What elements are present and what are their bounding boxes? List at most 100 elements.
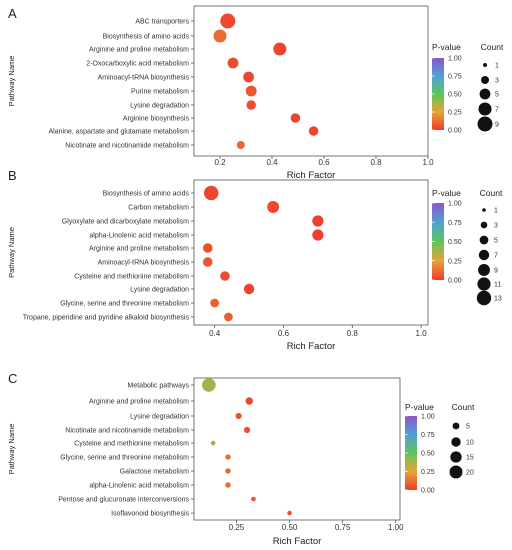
y-tick-label: Nicotinate and nicotinamide metabolism xyxy=(65,428,189,435)
color-legend-label: 0.25 xyxy=(421,469,435,476)
data-point xyxy=(246,100,256,110)
data-point xyxy=(225,468,231,474)
size-legend-label: 5 xyxy=(494,238,498,245)
x-tick-label: 1.0 xyxy=(416,329,428,338)
data-point xyxy=(202,243,213,253)
x-tick-label: 0.6 xyxy=(278,329,290,338)
size-legend-label: 3 xyxy=(495,78,499,85)
y-tick-label: Lysine degradation xyxy=(130,103,189,110)
size-legend-dot xyxy=(479,235,489,245)
y-tick-label: Arginine biosynthesis xyxy=(123,116,190,123)
y-tick-label: Isoflavonoid biosynthesis xyxy=(111,511,189,518)
y-tick-label: Purine metabolism xyxy=(131,89,189,96)
color-legend-label: 1.00 xyxy=(448,56,462,63)
data-point xyxy=(245,397,253,405)
size-legend-dot xyxy=(477,116,493,132)
color-legend-bar xyxy=(432,58,444,130)
panel-letter: B xyxy=(8,168,17,183)
x-axis-title: Rich Factor xyxy=(287,341,336,352)
data-point xyxy=(235,412,242,420)
y-tick-label: Lysine degradation xyxy=(130,287,189,294)
size-legend-label: 1 xyxy=(495,63,499,70)
y-tick-label: Metabolic pathways xyxy=(128,383,190,390)
size-legend-dot xyxy=(480,75,490,85)
size-legend-title: Count xyxy=(452,402,475,412)
y-tick-label: Pentose and glucuronate interconversions xyxy=(58,497,189,504)
y-tick-label: Aminoacyl-tRNA biosynthesis xyxy=(98,260,190,267)
size-legend-dot xyxy=(449,465,463,479)
data-point xyxy=(220,271,230,281)
size-legend-dot xyxy=(476,290,492,306)
x-tick-label: 0.75 xyxy=(335,523,351,532)
size-legend-label: 10 xyxy=(466,440,474,447)
x-axis-title: Rich Factor xyxy=(287,170,336,181)
color-legend-label: 0.75 xyxy=(448,220,462,227)
y-tick-label: Biosynthesis of amino acids xyxy=(103,34,190,41)
size-legend-dot xyxy=(477,277,491,291)
y-tick-label: Glycine, serine and threonine metabolism xyxy=(60,301,189,308)
y-axis-title: Pathway Name xyxy=(7,424,16,475)
color-legend-bar xyxy=(432,203,444,280)
y-tick-label: Tropane, piperidine and pyridine alkaloi… xyxy=(23,315,190,322)
data-point xyxy=(273,42,287,56)
size-legend-label: 15 xyxy=(466,455,474,462)
data-point xyxy=(308,126,319,136)
data-point xyxy=(202,257,213,267)
size-legend-dot xyxy=(452,422,460,430)
data-point xyxy=(225,482,231,488)
y-tick-label: Arginine and proline metabolism xyxy=(89,47,189,54)
color-legend-label: 0.25 xyxy=(448,110,462,117)
data-point xyxy=(287,510,292,516)
x-tick-label: 1.00 xyxy=(388,523,404,532)
x-tick-label: 0.8 xyxy=(370,158,382,167)
data-point xyxy=(312,229,324,241)
color-legend-bar xyxy=(405,416,417,490)
size-legend-dot xyxy=(478,249,490,261)
data-point xyxy=(245,85,257,97)
panel-letter: C xyxy=(8,371,17,386)
size-legend-label: 7 xyxy=(494,253,498,260)
size-legend-dot xyxy=(482,208,486,212)
panel-a: A ABC transporters Biosynthesis of amino a… xyxy=(7,5,504,181)
y-tick-label: Galactose metabolism xyxy=(120,469,189,476)
y-tick-label: Cysteine and methionine metabolism xyxy=(74,441,189,448)
y-tick-label: alpha-Linolenic acid metabolism xyxy=(89,483,189,490)
data-point xyxy=(290,113,301,123)
data-point xyxy=(224,312,233,322)
color-legend-title: P-value xyxy=(432,42,461,52)
x-tick-label: 0.6 xyxy=(318,158,330,167)
data-point xyxy=(220,13,236,29)
color-legend-label: 0.50 xyxy=(448,92,462,99)
size-legend-title: Count xyxy=(481,42,504,52)
color-legend-label: 0.75 xyxy=(448,74,462,81)
x-tick-label: 0.4 xyxy=(209,329,221,338)
size-legend-label: 1 xyxy=(494,208,498,215)
y-tick-label: Aminoacyl-tRNA biosynthesis xyxy=(98,75,190,82)
data-point xyxy=(202,378,216,392)
data-point xyxy=(243,426,251,434)
size-legend-dot xyxy=(480,221,488,229)
size-legend-label: 13 xyxy=(494,296,502,303)
plot-area xyxy=(193,179,429,326)
data-point xyxy=(312,215,324,227)
color-legend-label: 0.50 xyxy=(448,239,462,246)
data-point xyxy=(243,283,255,295)
x-tick-label: 0.4 xyxy=(266,158,278,167)
size-legend-dot xyxy=(478,102,492,116)
data-point xyxy=(225,454,231,460)
size-legend-title: Count xyxy=(480,188,503,198)
y-tick-label: 2-Oxocarboxylic acid metabolism xyxy=(86,61,189,68)
y-tick-label: alpha-Linolenic acid metabolism xyxy=(89,233,189,240)
x-tick-label: 0.2 xyxy=(214,158,226,167)
color-legend-label: 0.25 xyxy=(448,258,462,265)
size-legend-label: 20 xyxy=(466,470,474,477)
size-legend-label: 11 xyxy=(494,282,501,289)
y-axis-title: Pathway Name xyxy=(7,227,16,278)
x-axis-title: Rich Factor xyxy=(273,536,322,547)
size-legend-dot xyxy=(450,451,462,463)
panel-b: B Biosynthesis of amino acids Carbon metab… xyxy=(7,168,503,352)
y-tick-label: Carbon metabolism xyxy=(128,205,189,212)
y-tick-label: Arginine and proline metabolism xyxy=(89,399,189,406)
y-tick-label: Lysine degradation xyxy=(130,414,189,421)
